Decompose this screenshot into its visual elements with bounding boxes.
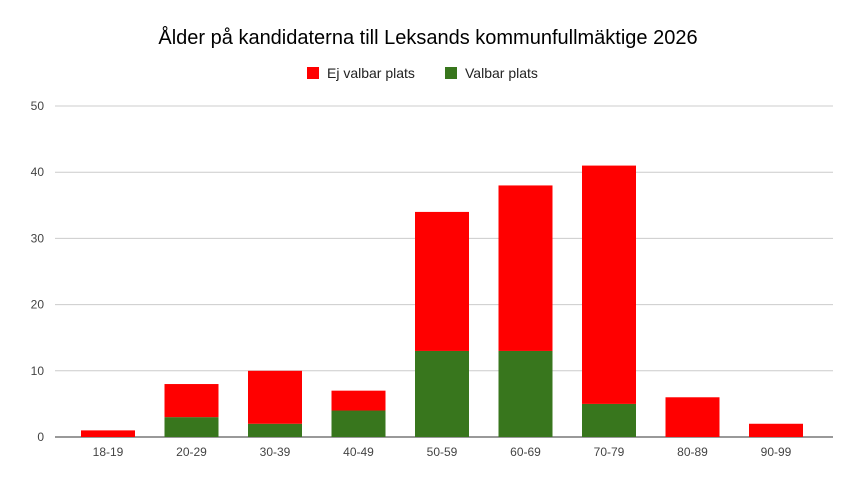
x-tick-label: 20-29 bbox=[176, 445, 207, 459]
y-tick-label: 10 bbox=[31, 364, 45, 378]
x-tick-label: 70-79 bbox=[594, 445, 625, 459]
bar-70-79-valbar-plats bbox=[582, 403, 636, 437]
bar-30-39-ej-valbar-plats bbox=[248, 370, 302, 424]
bar-20-29-ej-valbar-plats bbox=[164, 384, 219, 418]
y-tick-label: 40 bbox=[31, 165, 45, 179]
bar-30-39-valbar-plats bbox=[248, 423, 302, 437]
y-tick-label: 30 bbox=[31, 231, 45, 245]
bar-20-29-valbar-plats bbox=[164, 417, 219, 437]
bar-50-59-ej-valbar-plats bbox=[415, 211, 469, 351]
bar-60-69-ej-valbar-plats bbox=[498, 185, 553, 351]
bar-60-69-valbar-plats bbox=[498, 350, 553, 437]
x-tick-label: 50-59 bbox=[427, 445, 458, 459]
x-tick-label: 30-39 bbox=[260, 445, 291, 459]
bar-40-49-valbar-plats bbox=[331, 410, 386, 437]
bar-90-99-ej-valbar-plats bbox=[749, 423, 803, 437]
x-tick-label: 60-69 bbox=[510, 445, 541, 459]
legend-swatch bbox=[307, 67, 319, 79]
x-tick-label: 40-49 bbox=[343, 445, 374, 459]
legend-swatch bbox=[445, 67, 457, 79]
bars bbox=[81, 165, 803, 437]
legend: Ej valbar plats Valbar plats bbox=[307, 65, 538, 81]
chart-title: Ålder på kandidaterna till Leksands komm… bbox=[158, 26, 697, 49]
x-axis-labels: 18-19 20-29 30-39 40-49 50-59 60-69 70-79 80-89… bbox=[93, 445, 792, 459]
y-tick-label: 50 bbox=[31, 99, 45, 113]
bar-40-49-ej-valbar-plats bbox=[331, 390, 386, 411]
x-tick-label: 18-19 bbox=[93, 445, 124, 459]
bar-70-79-ej-valbar-plats bbox=[582, 165, 636, 404]
bar-80-89-ej-valbar-plats bbox=[665, 397, 720, 437]
y-tick-label: 0 bbox=[37, 430, 44, 444]
bar-18-19-ej-valbar-plats bbox=[81, 430, 135, 437]
x-tick-label: 80-89 bbox=[677, 445, 708, 459]
legend-label: Valbar plats bbox=[465, 65, 538, 81]
x-tick-label: 90-99 bbox=[761, 445, 792, 459]
bar-50-59-valbar-plats bbox=[415, 350, 469, 437]
y-tick-label: 20 bbox=[31, 298, 45, 312]
legend-label: Ej valbar plats bbox=[327, 65, 415, 81]
